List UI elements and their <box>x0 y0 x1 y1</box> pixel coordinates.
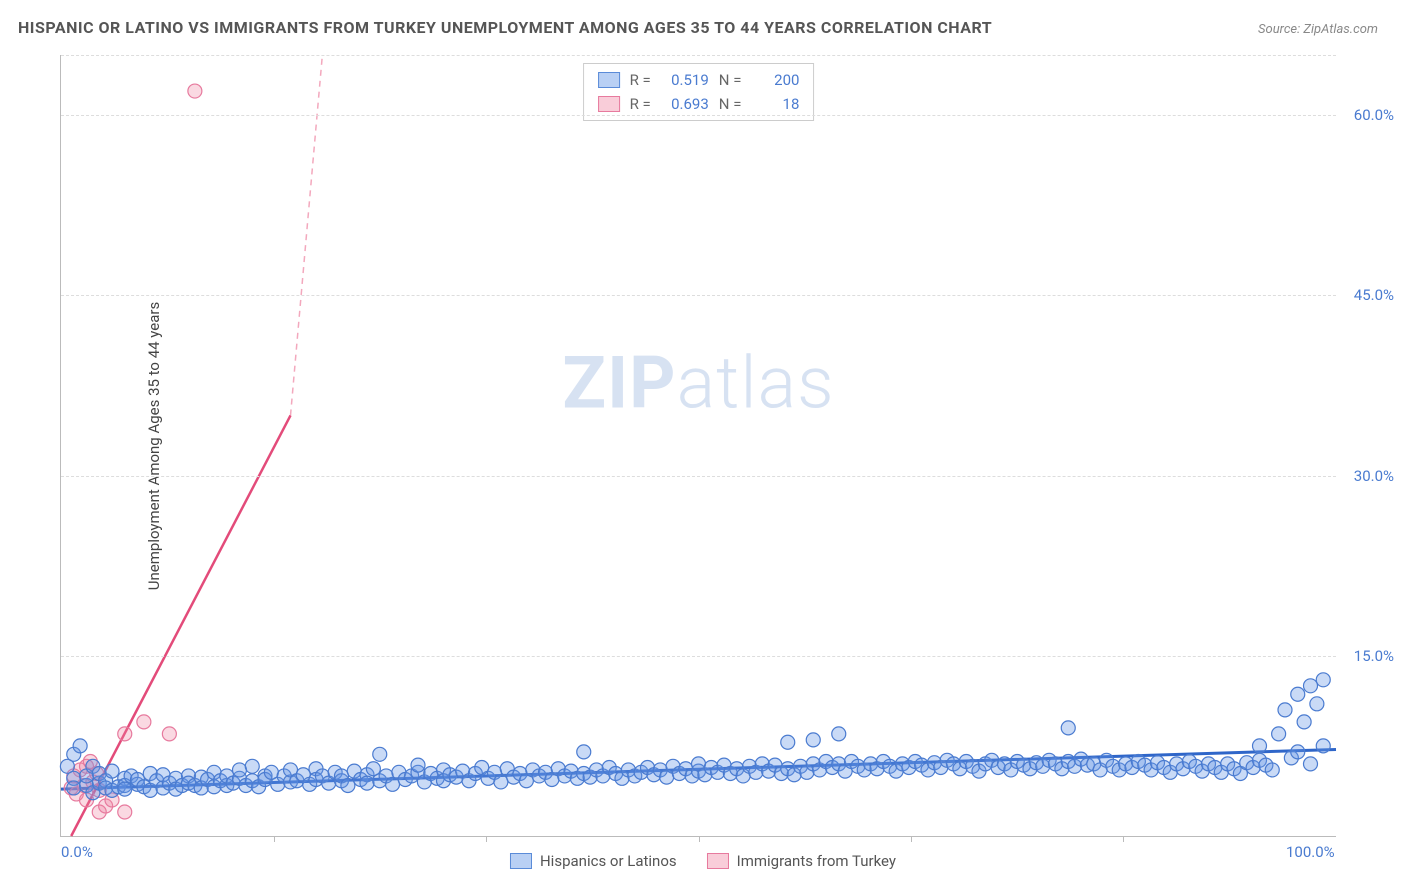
scatter-svg <box>61 55 1336 836</box>
source-attribution: Source: ZipAtlas.com <box>1258 22 1378 37</box>
y-tick-label: 60.0% <box>1354 106 1394 124</box>
legend-item: Hispanics or Latinos <box>510 852 677 870</box>
y-tick-label: 15.0% <box>1354 647 1394 665</box>
legend-label: Hispanics or Latinos <box>540 852 677 870</box>
legend-item: Immigrants from Turkey <box>707 852 896 870</box>
bottom-legend: Hispanics or Latinos Immigrants from Tur… <box>510 852 896 870</box>
swatch-blue-icon <box>510 853 532 869</box>
plot-area: ZIPatlas R = 0.519 N = 200 R = 0.693 N =… <box>60 55 1336 837</box>
legend-label: Immigrants from Turkey <box>737 852 896 870</box>
x-tick-label: 100.0% <box>1286 843 1335 861</box>
swatch-pink-icon <box>707 853 729 869</box>
y-tick-label: 45.0% <box>1354 286 1394 304</box>
chart-title: HISPANIC OR LATINO VS IMMIGRANTS FROM TU… <box>18 18 992 37</box>
y-tick-label: 30.0% <box>1354 467 1394 485</box>
x-tick-label: 0.0% <box>61 843 93 861</box>
